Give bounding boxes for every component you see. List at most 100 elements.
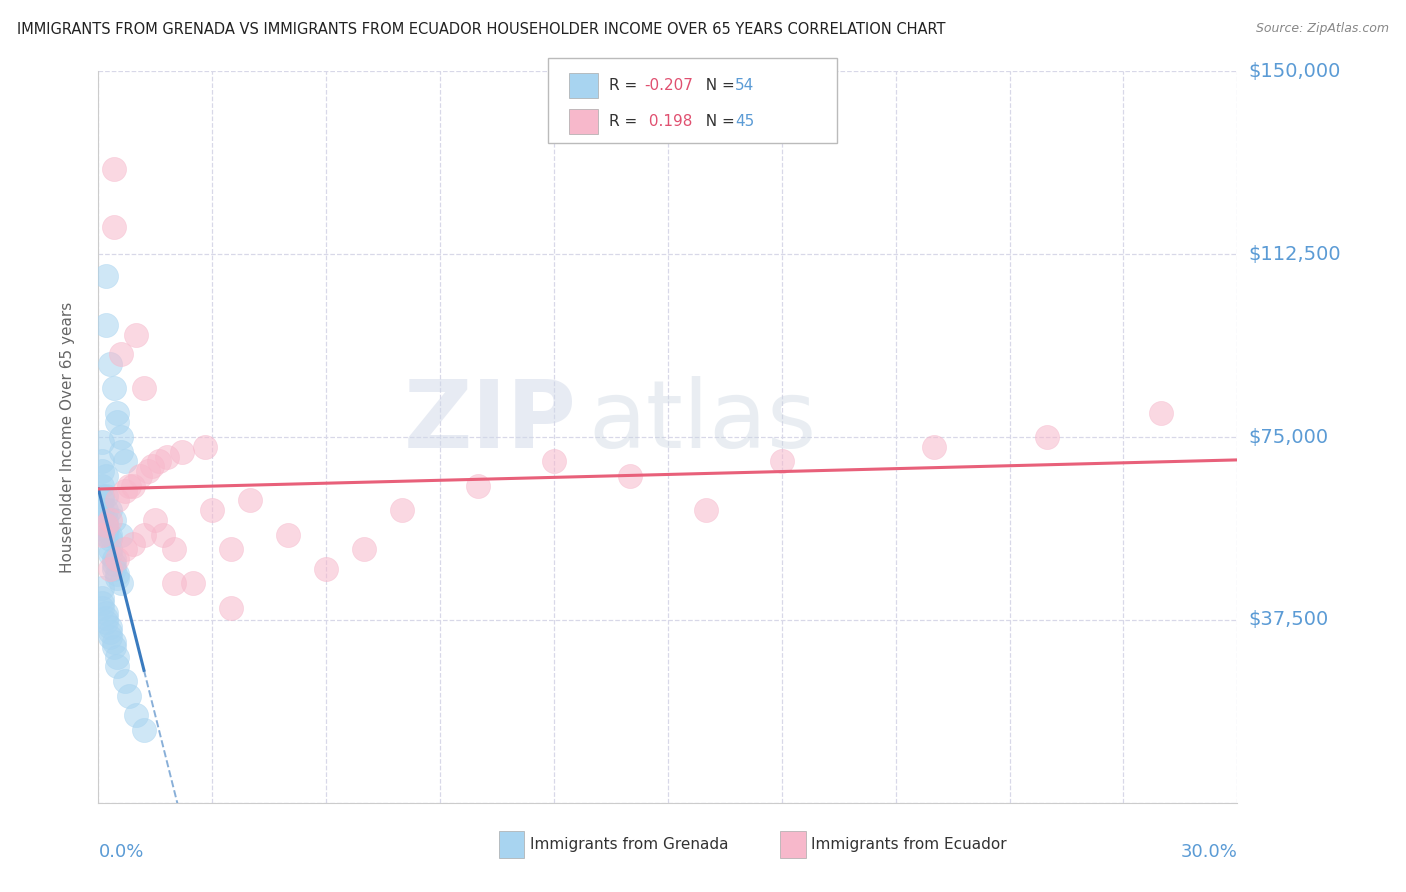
Point [107, 416, 129, 430]
Point [1150, 406, 1173, 420]
Point [107, 572, 129, 586]
Point [94, 318, 117, 332]
Point [94, 489, 117, 503]
Point [103, 635, 125, 649]
Point [110, 444, 132, 458]
Text: N =: N = [696, 78, 740, 93]
Point [132, 723, 155, 737]
Text: ZIP: ZIP [404, 376, 576, 468]
Point [91, 581, 114, 595]
Point [183, 576, 205, 591]
Point [103, 552, 125, 566]
Point [136, 464, 159, 478]
Text: Immigrants from Ecuador: Immigrants from Ecuador [811, 838, 1007, 852]
Point [1036, 430, 1059, 444]
Point [922, 440, 945, 454]
Text: N =: N = [696, 114, 740, 129]
Point [121, 479, 143, 493]
Point [619, 469, 641, 483]
Point [391, 503, 413, 517]
Point [107, 493, 129, 508]
Text: 30.0%: 30.0% [1181, 843, 1237, 861]
Text: 45: 45 [735, 114, 755, 129]
Point [98, 620, 121, 634]
Point [121, 537, 143, 551]
Point [98, 357, 121, 371]
Point [91, 527, 114, 541]
Point [98, 513, 121, 527]
Point [132, 527, 155, 541]
Point [114, 483, 136, 498]
Text: 54: 54 [735, 78, 755, 93]
Point [129, 469, 152, 483]
Point [94, 523, 117, 537]
Text: Source: ZipAtlas.com: Source: ZipAtlas.com [1256, 22, 1389, 36]
Point [91, 591, 114, 605]
Point [98, 503, 121, 517]
Text: Immigrants from Grenada: Immigrants from Grenada [530, 838, 728, 852]
Point [91, 434, 114, 449]
Point [91, 503, 114, 517]
Point [98, 625, 121, 640]
Point [110, 527, 132, 541]
Point [114, 542, 136, 557]
Point [152, 527, 174, 541]
Y-axis label: Householder Income Over 65 years: Householder Income Over 65 years [60, 301, 75, 573]
Point [94, 615, 117, 630]
Point [315, 562, 337, 576]
Point [118, 479, 141, 493]
Point [170, 444, 193, 458]
Point [221, 600, 243, 615]
Point [94, 517, 117, 532]
Point [107, 659, 129, 673]
Point [103, 381, 125, 395]
Point [91, 493, 114, 508]
Point [114, 673, 136, 688]
Point [94, 527, 117, 541]
Point [103, 220, 125, 235]
Point [103, 513, 125, 527]
Point [543, 454, 565, 468]
Point [103, 557, 125, 571]
Point [148, 454, 170, 468]
Point [103, 562, 125, 576]
Text: $75,000: $75,000 [1249, 427, 1329, 447]
Point [103, 640, 125, 654]
Point [110, 347, 132, 361]
Point [94, 610, 117, 624]
Point [98, 527, 121, 541]
Text: 0.198: 0.198 [644, 114, 692, 129]
Point [132, 381, 155, 395]
Point [125, 708, 148, 723]
Point [91, 464, 114, 478]
Text: $112,500: $112,500 [1249, 244, 1341, 264]
Text: 0.0%: 0.0% [98, 843, 143, 861]
Text: $150,000: $150,000 [1249, 62, 1341, 81]
Text: R =: R = [609, 78, 643, 93]
Point [467, 479, 489, 493]
Point [107, 649, 129, 664]
Point [163, 542, 186, 557]
Point [94, 503, 117, 517]
Point [107, 566, 129, 581]
Point [114, 454, 136, 468]
Point [107, 406, 129, 420]
Point [98, 533, 121, 547]
Point [770, 454, 793, 468]
Point [141, 459, 163, 474]
Text: atlas: atlas [588, 376, 817, 468]
Point [103, 161, 125, 176]
Point [91, 600, 114, 615]
Point [91, 596, 114, 610]
Point [118, 689, 141, 703]
Point [194, 440, 217, 454]
Text: $37,500: $37,500 [1249, 610, 1329, 630]
Point [201, 503, 224, 517]
Point [107, 552, 129, 566]
Point [98, 547, 121, 561]
Point [94, 469, 117, 483]
Point [239, 493, 262, 508]
Point [156, 450, 179, 464]
Point [98, 562, 121, 576]
Point [695, 503, 717, 517]
